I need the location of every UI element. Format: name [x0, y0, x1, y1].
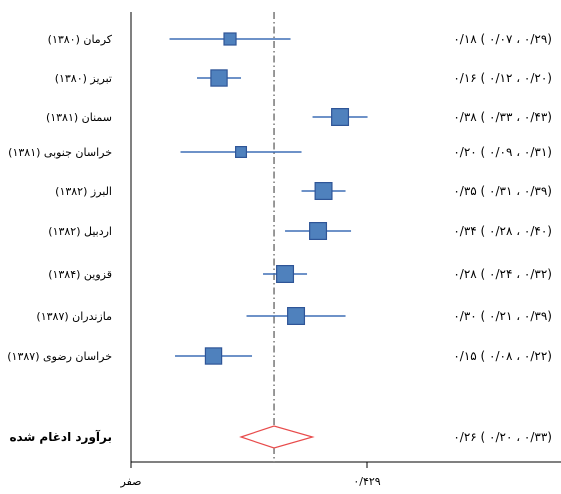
study-label: خراسان رضوی (۱۳۸۷) [7, 350, 112, 363]
study-label: البرز (۱۳۸۲) [55, 185, 112, 198]
study-label: مازندران (۱۳۸۷) [36, 310, 112, 323]
estimate-ci-label: ۰/۱۵ ( ۰/۰۸ ، ۰/۲۲) [453, 349, 552, 363]
study-label: تبریز (۱۳۸۰) [55, 72, 112, 85]
estimate-ci-label: ۰/۳۰ ( ۰/۲۱ ، ۰/۳۹) [453, 309, 552, 323]
pooled-row: برآورد ادغام شده ۰/۲۶ ( ۰/۲۰ ، ۰/۳۳) [9, 425, 552, 449]
study-row: کرمان (۱۳۸۰) ۰/۱۸ ( ۰/۰۷ ، ۰/۲۹) [48, 32, 552, 46]
estimate-ci-label: ۰/۳۴ ( ۰/۲۸ ، ۰/۴۰) [453, 224, 552, 238]
study-row: قزوین (۱۳۸۴) ۰/۲۸ ( ۰/۲۴ ، ۰/۳۲) [48, 265, 552, 284]
study-label: کرمان (۱۳۸۰) [48, 33, 113, 46]
estimate-ci-label: ۰/۱۸ ( ۰/۰۷ ، ۰/۲۹) [453, 32, 552, 46]
pooled-diamond [239, 425, 315, 449]
study-label: خراسان جنوبی (۱۳۸۱) [8, 146, 112, 159]
x-axis-ticks: صفر ۰/۴۲۹ [120, 462, 381, 488]
estimate-ci-label: ۰/۲۸ ( ۰/۲۴ ، ۰/۳۲) [453, 267, 552, 281]
study-row: خراسان جنوبی (۱۳۸۱) ۰/۲۰ ( ۰/۰۹ ، ۰/۳۱) [8, 145, 552, 159]
study-rows: کرمان (۱۳۸۰) ۰/۱۸ ( ۰/۰۷ ، ۰/۲۹) تبریز (۱۳… [7, 32, 552, 365]
x-tick-label: ۰/۴۲۹ [353, 475, 380, 488]
point-estimate-marker [223, 32, 237, 46]
estimate-ci-label: ۰/۳۵ ( ۰/۳۱ ، ۰/۳۹) [453, 184, 552, 198]
point-estimate-marker [309, 222, 328, 241]
estimate-ci-label: ۰/۱۶ ( ۰/۱۲ ، ۰/۲۰) [453, 71, 552, 85]
pooled-ci-label: ۰/۲۶ ( ۰/۲۰ ، ۰/۳۳) [453, 430, 552, 444]
point-estimate-marker [210, 69, 228, 87]
study-label: سمنان (۱۳۸۱) [46, 111, 112, 124]
pooled-label: برآورد ادغام شده [9, 429, 112, 445]
study-label: اردبیل (۱۳۸۲) [48, 225, 112, 238]
study-row: اردبیل (۱۳۸۲) ۰/۳۴ ( ۰/۲۸ ، ۰/۴۰) [48, 222, 552, 241]
study-row: مازندران (۱۳۸۷) ۰/۳۰ ( ۰/۲۱ ، ۰/۳۹) [36, 307, 552, 326]
study-row: تبریز (۱۳۸۰) ۰/۱۶ ( ۰/۱۲ ، ۰/۲۰) [55, 69, 552, 87]
estimate-ci-label: ۰/۳۸ ( ۰/۳۳ ، ۰/۴۳) [453, 110, 552, 124]
point-estimate-marker [276, 265, 295, 284]
estimate-ci-label: ۰/۲۰ ( ۰/۰۹ ، ۰/۳۱) [453, 145, 552, 159]
point-estimate-marker [287, 307, 306, 326]
study-row: البرز (۱۳۸۲) ۰/۳۵ ( ۰/۳۱ ، ۰/۳۹) [55, 182, 552, 201]
study-label: قزوین (۱۳۸۴) [48, 268, 112, 281]
point-estimate-marker [331, 107, 350, 126]
x-tick-label: صفر [120, 475, 142, 488]
plot-area [130, 12, 561, 463]
point-estimate-marker [314, 182, 333, 201]
study-row: سمنان (۱۳۸۱) ۰/۳۸ ( ۰/۳۳ ، ۰/۴۳) [46, 107, 552, 126]
point-estimate-marker [204, 347, 223, 365]
study-row: خراسان رضوی (۱۳۸۷) ۰/۱۵ ( ۰/۰۸ ، ۰/۲۲) [7, 347, 552, 365]
point-estimate-marker [235, 146, 248, 159]
